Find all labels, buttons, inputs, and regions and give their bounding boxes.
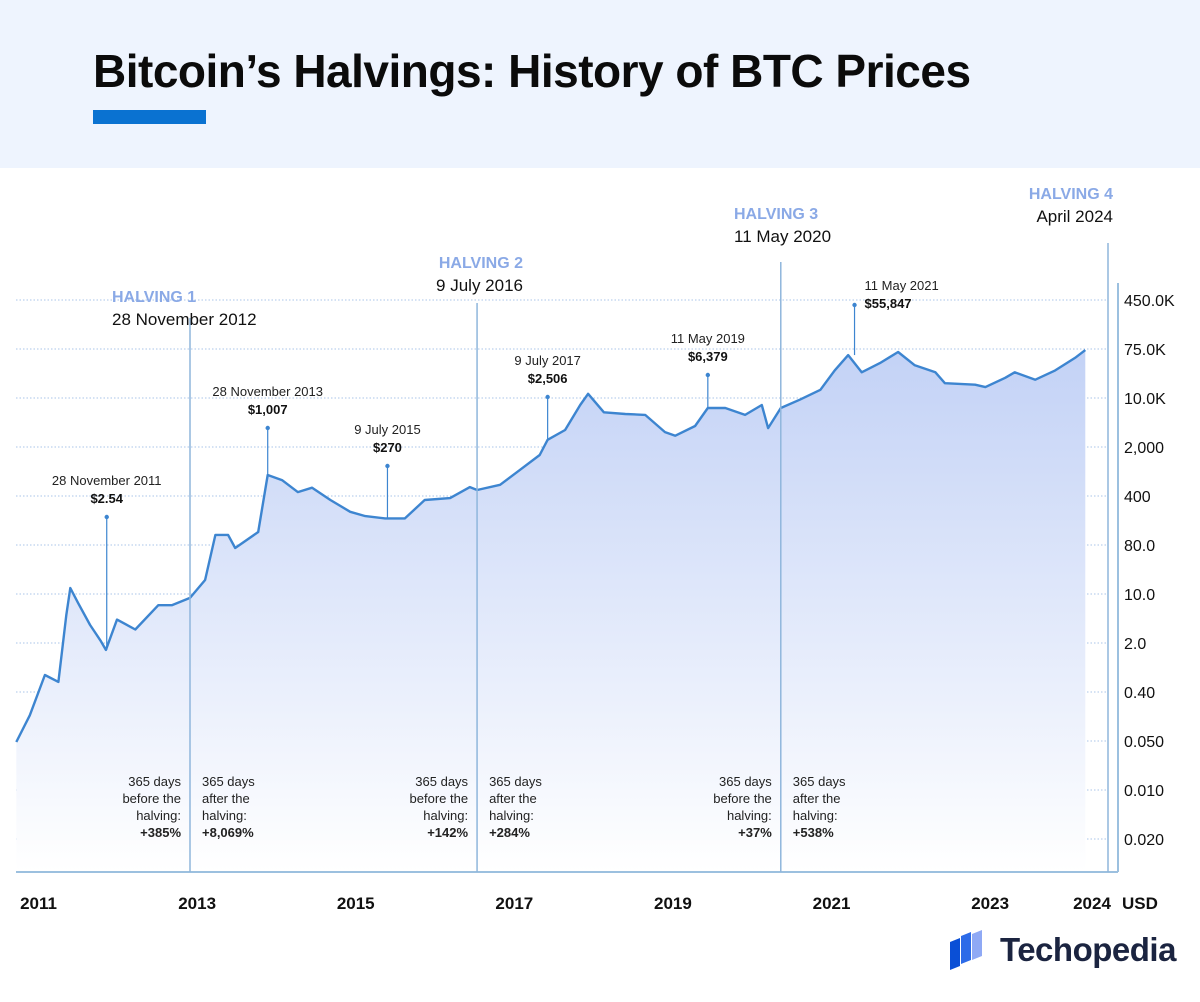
- x-tick-label: 2015: [337, 894, 375, 913]
- title-accent-bar: [93, 110, 206, 124]
- after-halving-change: +284%: [489, 825, 530, 840]
- brand-name: Techopedia: [1000, 931, 1176, 968]
- x-tick-label: 2019: [654, 894, 692, 913]
- price-line: [15, 349, 1087, 743]
- halving-label: HALVING 3: [734, 206, 818, 223]
- before-halving-note: before the: [713, 791, 772, 806]
- page-title: Bitcoin’s Halvings: History of BTC Price…: [93, 45, 971, 97]
- annotation-dot: [852, 302, 857, 308]
- after-halving-note: halving:: [202, 808, 247, 823]
- after-halving-note: 365 days: [202, 774, 255, 789]
- after-halving-note: 365 days: [793, 774, 846, 789]
- annotation-date: 9 July 2015: [354, 422, 421, 437]
- x-tick-label: 2011: [20, 894, 57, 913]
- y-tick-label: 0.020: [1124, 832, 1164, 849]
- annotation-price: $2.54: [90, 491, 123, 506]
- halving-date: 28 November 2012: [112, 310, 257, 329]
- x-tick-label: 2013: [178, 894, 216, 913]
- after-halving-note: halving:: [793, 808, 838, 823]
- header-band: Bitcoin’s Halvings: History of BTC Price…: [0, 0, 1200, 168]
- after-halving-note: halving:: [489, 808, 534, 823]
- y-tick-label: 2.0: [1124, 636, 1146, 653]
- y-tick-label: 80.0: [1124, 538, 1155, 555]
- halving-date: 11 May 2020: [734, 227, 831, 246]
- before-halving-change: +37%: [738, 825, 772, 840]
- annotation-dot: [385, 463, 390, 469]
- annotation-date: 11 May 2019: [671, 331, 745, 346]
- x-tick-label: 2021: [813, 894, 851, 913]
- x-tick-label: 2017: [495, 894, 533, 913]
- before-halving-note: halving:: [423, 808, 468, 823]
- before-halving-note: 365 days: [719, 774, 772, 789]
- after-halving-note: after the: [202, 791, 250, 806]
- y-tick-label: 0.010: [1124, 783, 1164, 800]
- annotation-dot: [705, 372, 711, 378]
- after-halving-note: after the: [793, 791, 841, 806]
- before-halving-change: +385%: [140, 825, 181, 840]
- techopedia-logo: Techopedia: [948, 930, 1176, 970]
- annotation-date: 28 November 2011: [52, 473, 162, 488]
- halving-date: April 2024: [1036, 207, 1113, 226]
- before-halving-note: halving:: [727, 808, 772, 823]
- halving-label: HALVING 1: [112, 289, 196, 306]
- annotation-dot: [104, 514, 109, 520]
- y-tick-label: 0.40: [1124, 685, 1155, 702]
- techopedia-logo-icon: [950, 930, 982, 970]
- annotation-date: 11 May 2021: [865, 278, 939, 293]
- annotation-price: $2,506: [528, 371, 568, 386]
- y-tick-label: 0.050: [1124, 734, 1164, 751]
- after-halving-note: after the: [489, 791, 537, 806]
- after-halving-change: +538%: [793, 825, 834, 840]
- annotation-price: $270: [373, 440, 402, 455]
- annotation-date: 28 November 2013: [212, 384, 323, 399]
- annotation-price: $1,007: [248, 402, 288, 417]
- annotation-date: 9 July 2017: [514, 353, 581, 368]
- y-tick-label: 75.0K: [1124, 342, 1166, 359]
- before-halving-note: 365 days: [128, 774, 181, 789]
- y-tick-label: 400: [1124, 489, 1151, 506]
- annotation-dot: [545, 394, 550, 400]
- y-unit-label: USD: [1122, 894, 1158, 913]
- before-halving-note: before the: [122, 791, 181, 806]
- y-tick-label: 10.0K: [1124, 391, 1166, 408]
- price-area: [16, 350, 1086, 873]
- after-halving-change: +8,069%: [202, 825, 254, 840]
- before-halving-change: +142%: [427, 825, 468, 840]
- annotation-dot: [265, 425, 270, 431]
- halving-label: HALVING 2: [439, 255, 523, 272]
- before-halving-note: 365 days: [415, 774, 468, 789]
- annotation-price: $6,379: [688, 349, 728, 364]
- y-tick-label: 10.0: [1124, 587, 1155, 604]
- before-halving-note: halving:: [136, 808, 181, 823]
- halving-date: 9 July 2016: [436, 276, 523, 295]
- x-tick-label: 2023: [971, 894, 1009, 913]
- halving-label: HALVING 4: [1029, 186, 1113, 203]
- annotation-price: $55,847: [865, 296, 912, 311]
- x-tick-label: 2024: [1073, 894, 1111, 913]
- y-tick-label: 2,000: [1124, 440, 1164, 457]
- y-tick-label: 450.0K: [1124, 293, 1175, 310]
- before-halving-note: before the: [410, 791, 469, 806]
- after-halving-note: 365 days: [489, 774, 542, 789]
